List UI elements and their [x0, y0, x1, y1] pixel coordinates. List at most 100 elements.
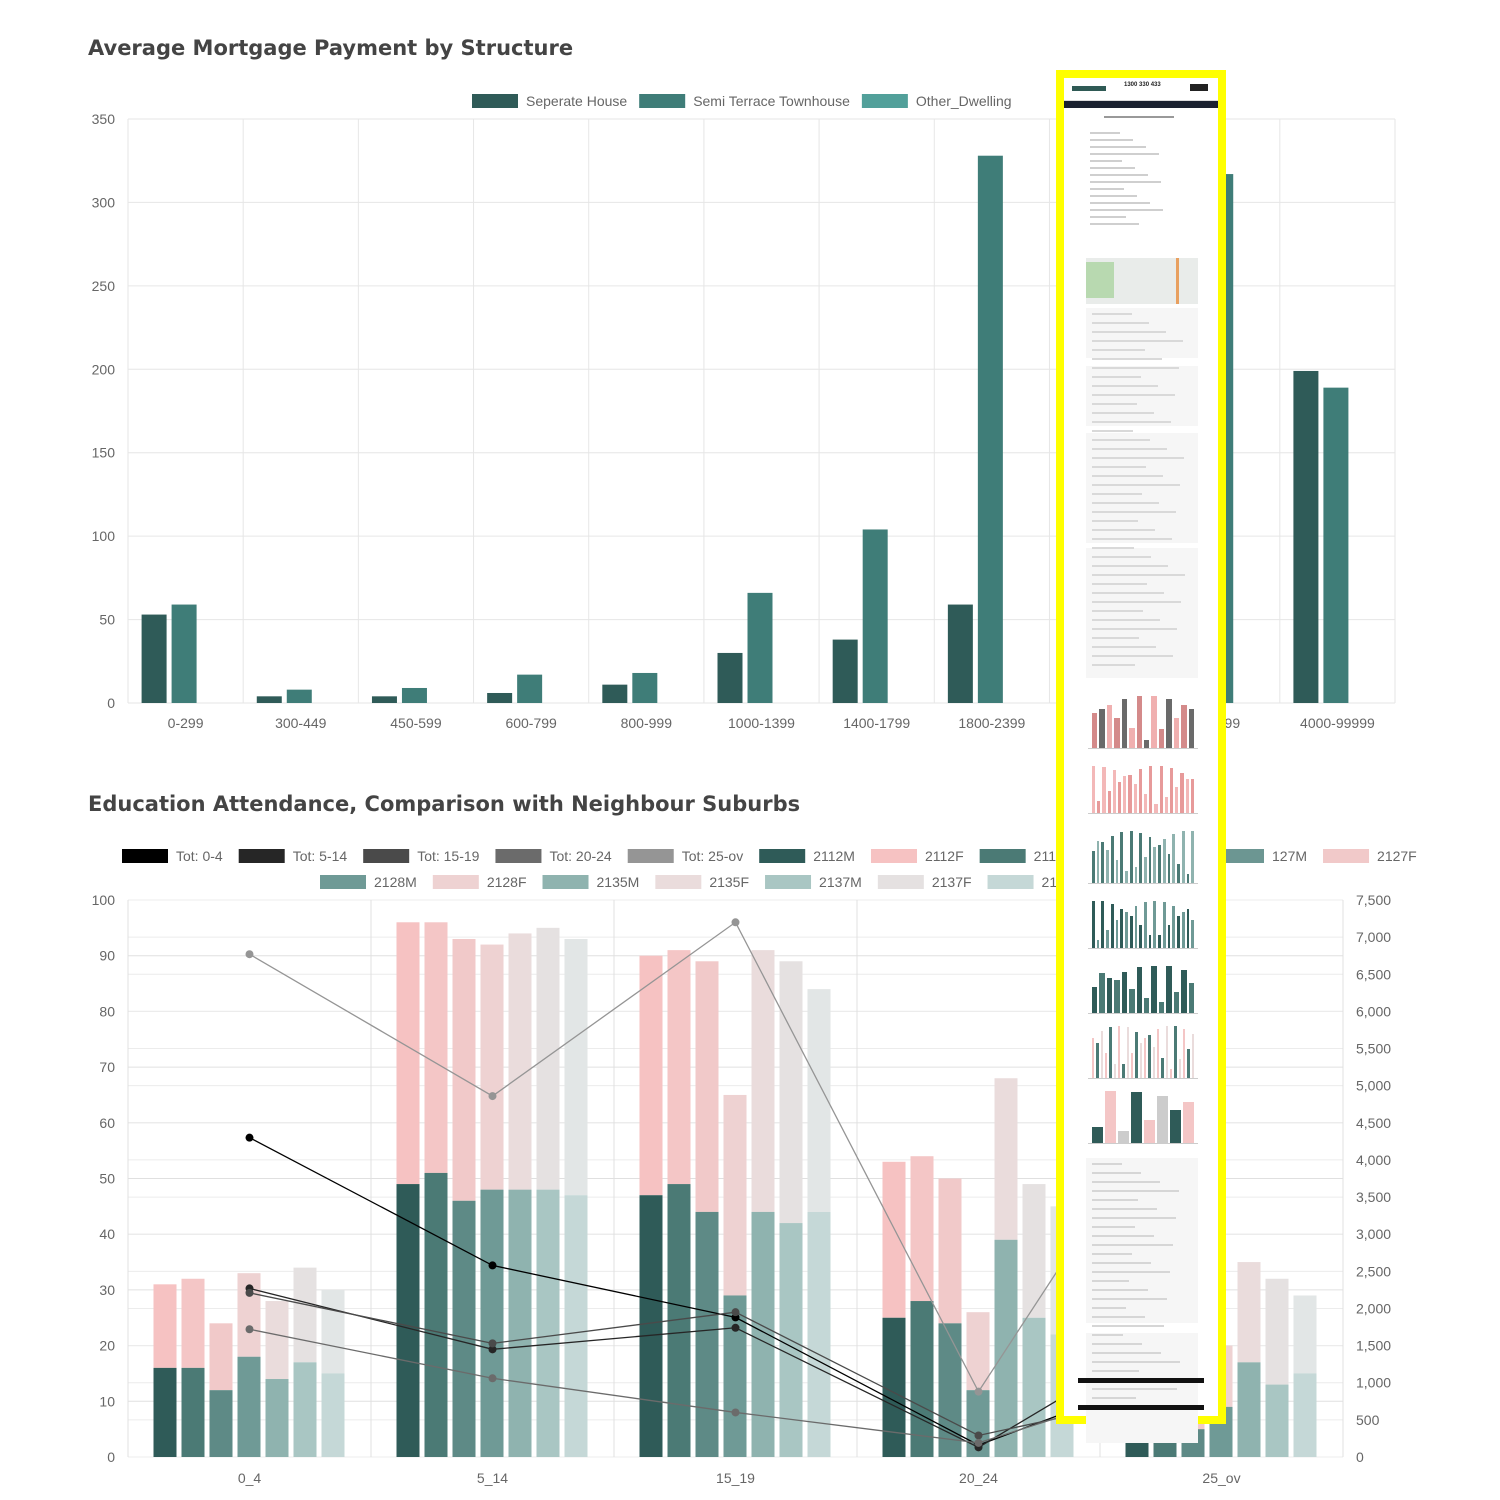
preview-mini-bar — [1181, 912, 1185, 948]
stacked-bar-male — [667, 1184, 691, 1457]
legend-label: Seperate House — [526, 93, 627, 109]
preview-mini-bar — [1173, 992, 1180, 1013]
preview-mini-bar — [1120, 909, 1124, 948]
preview-mini-chart — [1088, 763, 1198, 814]
preview-mini-bar — [1122, 1064, 1125, 1078]
preview-mini-bar — [1115, 920, 1119, 948]
bar-seperate-house — [832, 639, 858, 703]
line-point — [731, 1308, 740, 1317]
bar-semi-terrace-townhouse — [862, 529, 888, 703]
preview-text-line — [1092, 1262, 1151, 1264]
x-tick-label: 5_14 — [477, 1470, 508, 1486]
preview-mini-bar — [1148, 837, 1152, 883]
preview-text-line — [1090, 167, 1135, 169]
legend-label: Tot: 5-14 — [293, 848, 348, 864]
preview-mini-bar — [1170, 1110, 1181, 1143]
preview-mini-bar — [1099, 973, 1105, 1013]
preview-mini-bar — [1152, 1047, 1155, 1078]
preview-mini-bar — [1118, 782, 1122, 813]
right-y-tick-label: 6,000 — [1356, 1003, 1391, 1019]
preview-mini-bar — [1151, 966, 1157, 1013]
legend-label: Tot: 15-19 — [417, 848, 479, 864]
preview-mini-bar — [1153, 847, 1157, 883]
left-y-tick-label: 20 — [99, 1338, 115, 1354]
preview-mini-bar — [1158, 845, 1161, 883]
stacked-bar-female — [452, 938, 476, 1201]
preview-footer-bar — [1078, 1405, 1204, 1410]
legend-swatch — [655, 875, 702, 889]
preview-text-line — [1092, 529, 1155, 531]
preview-text-line — [1092, 637, 1139, 639]
stacked-bar-male — [723, 1295, 747, 1457]
preview-mini-bar — [1105, 1091, 1116, 1143]
preview-mini-bar — [1149, 766, 1153, 813]
stacked-bar-male — [209, 1390, 233, 1457]
preview-text-line — [1092, 601, 1181, 603]
preview-text-line — [1090, 188, 1124, 190]
bar-semi-terrace-townhouse — [747, 592, 773, 703]
stacked-bar-female — [153, 1284, 177, 1368]
preview-text-line — [1092, 1316, 1145, 1318]
x-tick-label: 0_4 — [238, 1470, 262, 1486]
preview-mini-bar — [1174, 1026, 1177, 1078]
page-preview-thumbnail[interactable]: 1300 330 433 — [1056, 70, 1226, 1443]
right-y-tick-label: 2,000 — [1356, 1300, 1391, 1316]
x-tick-label: 20_24 — [959, 1470, 998, 1486]
preview-mini-chart — [1088, 828, 1198, 884]
legend-swatch — [432, 875, 479, 889]
preview-mini-bar — [1129, 728, 1135, 748]
left-y-tick-label: 50 — [99, 1171, 115, 1187]
stacked-bar-female — [209, 1323, 233, 1391]
stacked-bar-male — [1022, 1317, 1046, 1457]
preview-mini-bar — [1157, 1029, 1160, 1078]
preview-mini-bar — [1114, 980, 1120, 1013]
legend-swatch — [861, 94, 908, 108]
preview-text-line — [1092, 1199, 1138, 1201]
right-y-tick-label: 3,500 — [1356, 1189, 1391, 1205]
preview-text-line — [1092, 1388, 1177, 1390]
preview-mini-bar — [1135, 1032, 1138, 1078]
preview-mini-bar — [1128, 775, 1132, 813]
preview-mini-bar — [1161, 1058, 1164, 1078]
preview-mini-bar — [1191, 920, 1194, 948]
right-y-tick-label: 7,500 — [1356, 892, 1391, 908]
y-tick-label: 300 — [92, 194, 116, 210]
preview-nav-bar — [1064, 101, 1218, 108]
preview-title-line — [1104, 116, 1174, 118]
preview-mini-bar — [1144, 857, 1147, 883]
bar-semi-terrace-townhouse — [517, 674, 543, 703]
preview-logo — [1072, 86, 1106, 91]
legend-swatch — [472, 94, 518, 108]
preview-text-line — [1092, 493, 1142, 495]
preview-text-line — [1092, 547, 1134, 549]
preview-mini-bar — [1164, 797, 1168, 813]
preview-mini-bar — [1144, 794, 1148, 813]
preview-text-line — [1092, 574, 1185, 576]
preview-phone: 1300 330 433 — [1124, 82, 1161, 88]
stacked-bar-female — [807, 989, 831, 1212]
preview-text-line — [1092, 322, 1149, 324]
preview-header-button — [1190, 84, 1208, 91]
legend-label: Other_Dwelling — [916, 93, 1012, 109]
preview-mini-bar — [1153, 901, 1157, 948]
preview-text-line — [1092, 664, 1135, 666]
preview-mini-bar — [1096, 1043, 1099, 1078]
education-chart-title: Education Attendance, Comparison with Ne… — [88, 792, 801, 816]
preview-map — [1086, 258, 1198, 304]
stacked-bar-male — [181, 1367, 205, 1457]
line-point — [974, 1387, 983, 1396]
bar-seperate-house — [256, 696, 282, 703]
legend-label: 2137M — [819, 874, 862, 890]
preview-mini-bar — [1170, 1069, 1173, 1078]
preview-mini-bar — [1181, 705, 1187, 748]
preview-mini-bar — [1100, 1031, 1103, 1078]
preview-mini-bar — [1181, 970, 1187, 1013]
preview-mini-bar — [1172, 834, 1176, 883]
preview-mini-bar — [1106, 930, 1109, 948]
preview-mini-bar — [1131, 1092, 1142, 1143]
preview-mini-bar — [1167, 925, 1171, 948]
y-tick-label: 50 — [99, 612, 115, 628]
preview-text-line — [1090, 160, 1122, 162]
preview-mini-chart — [1088, 693, 1198, 749]
right-y-tick-label: 1,000 — [1356, 1375, 1391, 1391]
